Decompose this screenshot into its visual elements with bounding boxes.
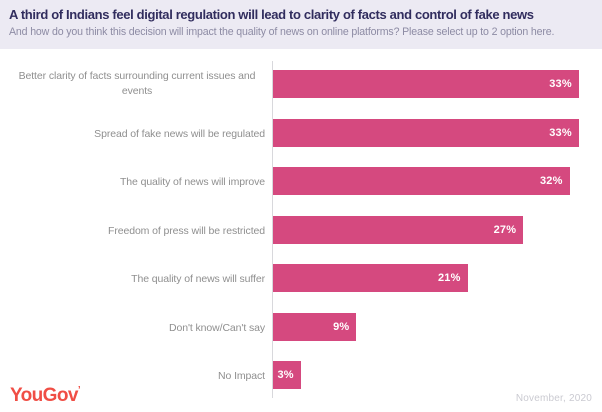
bar-value-label: 33% [549, 126, 572, 139]
bar-cell: 33% [273, 118, 602, 147]
bar-value-label: 3% [277, 369, 294, 382]
bar: 33% [273, 70, 579, 99]
chart-row: Spread of fake news will be regulated 33% [0, 109, 602, 158]
category-label: No Impact [218, 370, 265, 383]
bar: 9% [273, 312, 357, 341]
bar-cell: 27% [273, 215, 602, 244]
y-axis-line [272, 61, 273, 398]
bar: 33% [273, 118, 579, 147]
bar: 3% [273, 361, 301, 390]
bar: 27% [273, 215, 524, 244]
bar-value-label: 21% [437, 272, 461, 285]
chart-date: November, 2020 [515, 393, 592, 404]
chart-row: Freedom of press will be restricted 27% [0, 206, 602, 255]
chart-header: A third of Indians feel digital regulati… [0, 0, 602, 49]
bar: 32% [273, 167, 570, 196]
bar-cell: 32% [273, 167, 602, 196]
chart-row: Better clarity of facts surrounding curr… [0, 60, 602, 109]
chart-rows: Better clarity of facts surrounding curr… [0, 60, 602, 400]
category-label: Don't know/Can't say [169, 321, 265, 334]
chart-row: The quality of news will improve 32% [0, 157, 602, 206]
category-label: Freedom of press will be restricted [108, 224, 265, 237]
bar: 21% [273, 264, 468, 293]
yougov-logo-mark: ’ [77, 385, 81, 396]
bar-value-label: 9% [333, 320, 350, 333]
category-label-cell: The quality of news will improve [0, 172, 265, 190]
bar-value-label: 32% [539, 175, 563, 188]
chart-row: The quality of news will suffer 21% [0, 254, 602, 303]
category-label-cell: The quality of news will suffer [0, 269, 265, 287]
category-label-cell: Don't know/Can't say [0, 318, 265, 336]
category-label: Better clarity of facts surrounding curr… [18, 70, 256, 98]
category-label-cell: Spread of fake news will be regulated [0, 124, 265, 142]
bar-cell: 3% [273, 361, 602, 390]
bar-value-label: 27% [493, 223, 517, 236]
bar-chart: Better clarity of facts surrounding curr… [0, 60, 602, 400]
category-label: The quality of news will suffer [131, 273, 265, 286]
chart-subtitle: And how do you think this decision will … [9, 26, 555, 38]
bar-cell: 33% [273, 70, 602, 99]
category-label: The quality of news will improve [119, 176, 265, 189]
bar-cell: 9% [273, 312, 602, 341]
chart-row: No Impact 3% [0, 351, 602, 400]
chart-title: A third of Indians feel digital regulati… [9, 7, 534, 22]
category-label-cell: No Impact [0, 366, 265, 384]
bar-cell: 21% [273, 264, 602, 293]
category-label-cell: Better clarity of facts surrounding curr… [0, 69, 265, 99]
bar-value-label: 33% [549, 78, 572, 91]
yougov-logo-text: YouGov [10, 385, 78, 406]
chart-row: Don't know/Can't say 9% [0, 303, 602, 352]
category-label: Spread of fake news will be regulated [94, 127, 265, 140]
yougov-logo: YouGov’ [10, 385, 81, 406]
category-label-cell: Freedom of press will be restricted [0, 221, 265, 239]
